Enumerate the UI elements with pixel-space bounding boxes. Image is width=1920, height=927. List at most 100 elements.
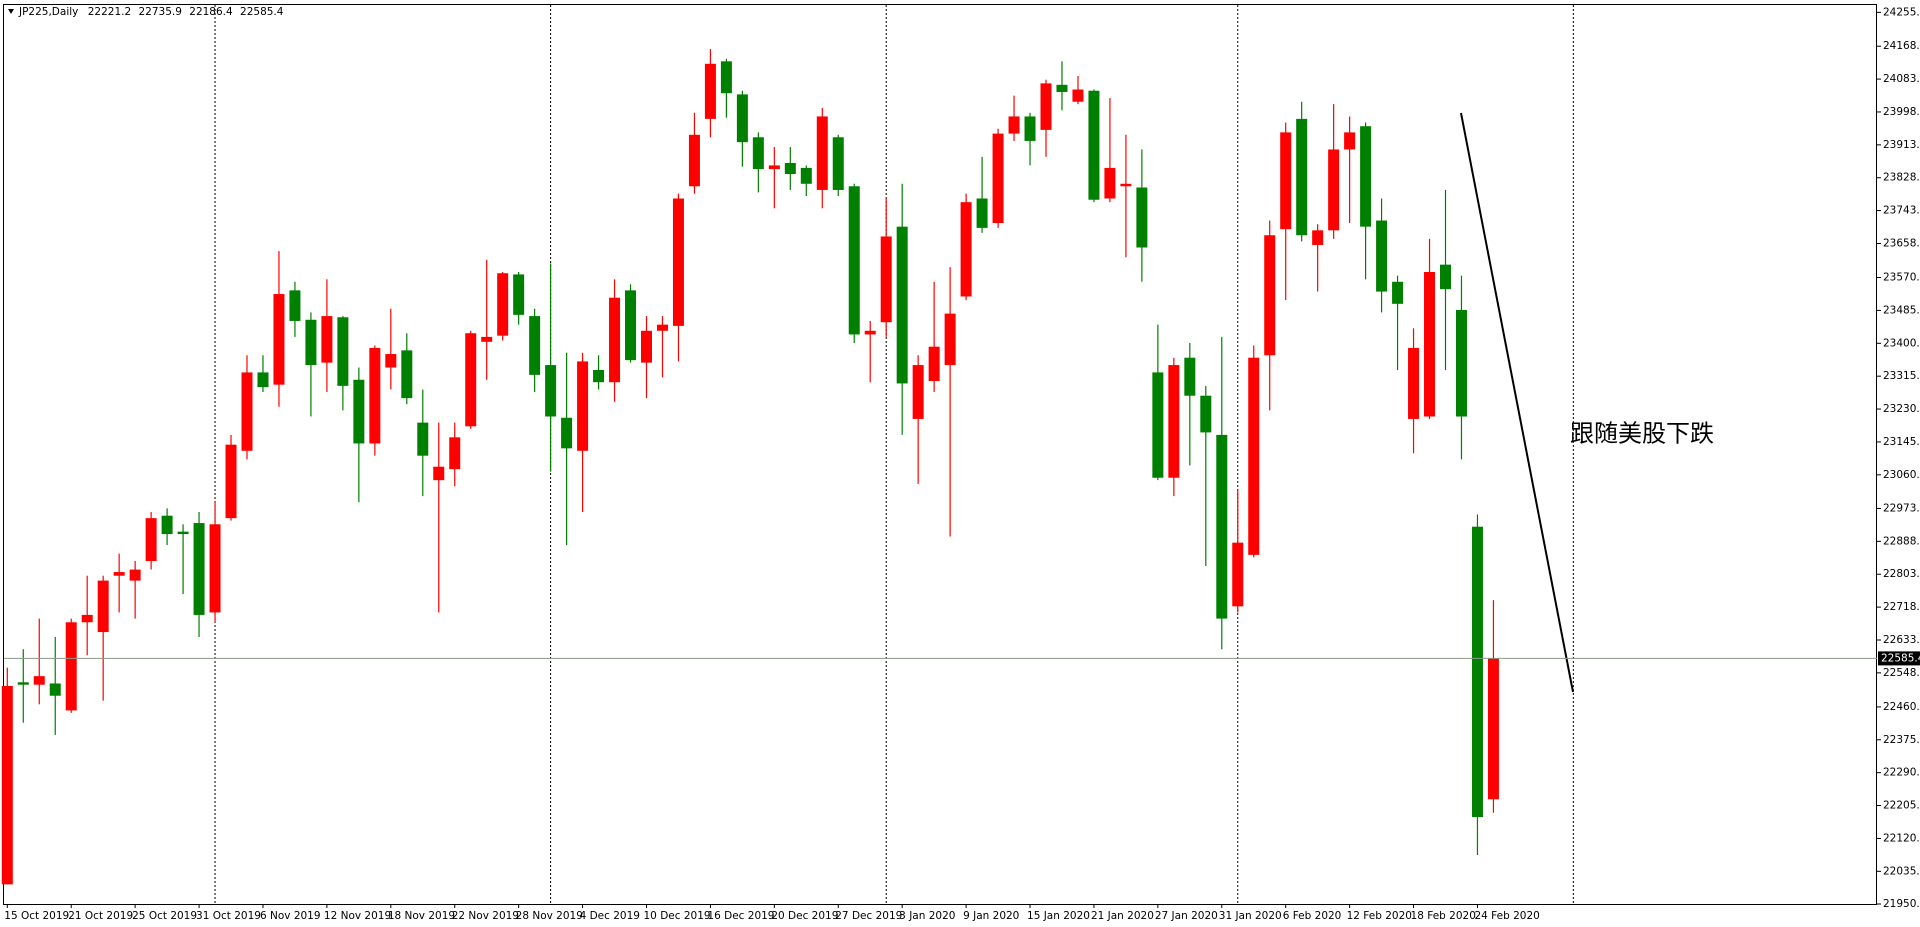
x-tick-label: 22 Nov 2019 bbox=[452, 910, 519, 922]
x-tick-label: 21 Jan 2020 bbox=[1091, 910, 1154, 922]
x-tick-label: 24 Feb 2020 bbox=[1474, 910, 1539, 922]
candle-body bbox=[97, 580, 109, 633]
candle-body bbox=[369, 347, 381, 444]
candle-body bbox=[321, 316, 333, 363]
candle-body bbox=[593, 369, 605, 383]
y-tick-label: 24168.0 bbox=[1883, 40, 1920, 52]
candle-body bbox=[960, 202, 972, 297]
x-tick-label: 28 Nov 2019 bbox=[516, 910, 583, 922]
price-label-box bbox=[1878, 651, 1920, 666]
header-low: 22186.4 bbox=[189, 6, 233, 18]
price-label: 22585.4 bbox=[1881, 652, 1920, 664]
y-tick-label: 22633.0 bbox=[1883, 634, 1920, 646]
candle-body bbox=[305, 319, 317, 366]
y-tick-label: 24255.5 bbox=[1883, 6, 1920, 18]
y-tick-label: 22290.0 bbox=[1883, 767, 1920, 779]
x-tick-label: 15 Jan 2020 bbox=[1027, 910, 1090, 922]
y-tick-label: 21950.5 bbox=[1883, 898, 1920, 910]
candle-body bbox=[609, 297, 621, 383]
header-open: 22221.2 bbox=[88, 6, 131, 18]
candle-body bbox=[385, 354, 397, 368]
candle-body bbox=[49, 683, 61, 696]
candle-body bbox=[928, 346, 940, 382]
trend-line bbox=[1460, 112, 1574, 693]
candle-body bbox=[896, 226, 908, 384]
candle-body bbox=[529, 316, 541, 375]
x-tick-label: 27 Jan 2020 bbox=[1155, 910, 1218, 922]
y-tick-label: 22035.0 bbox=[1883, 865, 1920, 877]
candle-body bbox=[1104, 167, 1116, 199]
candle-body bbox=[1152, 372, 1164, 478]
x-tick-label: 4 Dec 2019 bbox=[580, 910, 640, 922]
candle-body bbox=[1232, 542, 1244, 607]
x-tick-label: 16 Dec 2019 bbox=[707, 910, 774, 922]
candle-body bbox=[497, 273, 509, 336]
candle-body bbox=[736, 94, 748, 143]
candle-body bbox=[720, 61, 732, 94]
candle-body bbox=[1328, 149, 1340, 231]
candle-body bbox=[1280, 132, 1292, 230]
candle-body bbox=[33, 676, 45, 685]
plot-frame bbox=[3, 4, 1877, 905]
candle-body bbox=[688, 134, 700, 187]
candle-body bbox=[241, 372, 253, 451]
y-tick-label: 23998.0 bbox=[1883, 106, 1920, 118]
candle-body bbox=[880, 236, 892, 323]
candle-body bbox=[401, 350, 413, 399]
y-tick-label: 22460.0 bbox=[1883, 701, 1920, 713]
candle-body bbox=[641, 330, 652, 363]
y-tick-label: 23230.0 bbox=[1883, 403, 1920, 415]
candle-body bbox=[1344, 132, 1356, 150]
candle-body bbox=[481, 336, 493, 342]
y-tick-label: 23145.0 bbox=[1883, 436, 1920, 448]
candle-body bbox=[129, 569, 141, 581]
y-tick-label: 23570.0 bbox=[1883, 272, 1920, 284]
x-tick-label: 18 Nov 2019 bbox=[388, 910, 455, 922]
candle-body bbox=[449, 437, 461, 470]
candle-body bbox=[1248, 357, 1260, 555]
candle-body bbox=[1360, 126, 1372, 227]
candle-body bbox=[1136, 187, 1148, 248]
x-tick-label: 15 Oct 2019 bbox=[4, 910, 69, 922]
candle-body bbox=[1408, 347, 1420, 419]
menu-arrow[interactable] bbox=[8, 9, 14, 14]
candle-body bbox=[209, 524, 221, 613]
y-tick-label: 22973.0 bbox=[1883, 502, 1920, 514]
candle-body bbox=[912, 365, 924, 419]
candle-body bbox=[289, 290, 301, 321]
candle-body bbox=[545, 365, 557, 417]
y-tick-label: 23485.0 bbox=[1883, 304, 1920, 316]
candle-body bbox=[1008, 116, 1020, 134]
candle-body bbox=[752, 137, 764, 170]
x-tick-label: 10 Dec 2019 bbox=[644, 910, 711, 922]
candle-body bbox=[193, 523, 205, 615]
candle-body bbox=[992, 133, 1004, 224]
candle-body bbox=[976, 198, 988, 228]
y-tick-label: 23658.0 bbox=[1883, 237, 1920, 249]
candle-body bbox=[1040, 83, 1052, 130]
y-tick-label: 22718.0 bbox=[1883, 601, 1920, 613]
candle-body bbox=[625, 290, 637, 361]
candle-body bbox=[800, 167, 812, 184]
candle-body bbox=[513, 274, 525, 315]
candle-body bbox=[832, 137, 844, 190]
candle-body bbox=[1168, 365, 1180, 478]
x-tick-label: 9 Jan 2020 bbox=[963, 910, 1019, 922]
candle-body bbox=[337, 317, 349, 386]
candle-body bbox=[433, 466, 445, 481]
candle-body bbox=[1056, 84, 1068, 92]
x-tick-label: 25 Oct 2019 bbox=[132, 910, 197, 922]
y-tick-label: 23828.0 bbox=[1883, 172, 1920, 184]
y-tick-label: 23060.0 bbox=[1883, 469, 1920, 481]
candle-body bbox=[672, 198, 684, 326]
candle-body bbox=[577, 361, 589, 451]
candle-body bbox=[784, 162, 796, 175]
candle-body bbox=[113, 572, 125, 576]
x-tick-label: 6 Feb 2020 bbox=[1283, 910, 1342, 922]
y-tick-label: 23400.0 bbox=[1883, 337, 1920, 349]
y-tick-label: 22803.0 bbox=[1883, 568, 1920, 580]
candle-body bbox=[1471, 526, 1483, 818]
candle-body bbox=[944, 313, 956, 366]
